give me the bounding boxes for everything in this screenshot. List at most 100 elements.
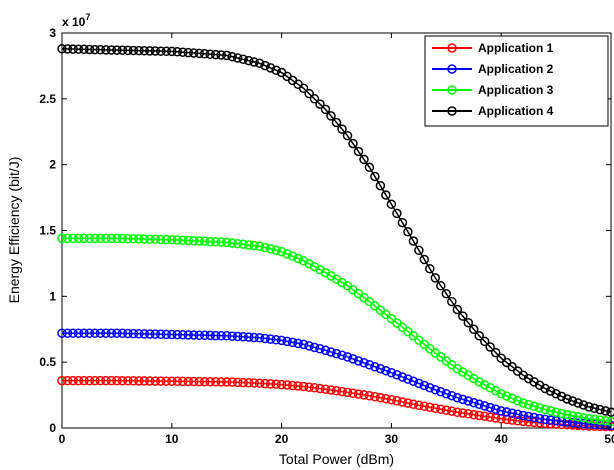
data-point [320,345,331,356]
data-point [79,375,89,386]
data-point [243,332,254,342]
data-point [304,258,314,269]
data-point [106,233,117,244]
data-point [512,409,523,420]
data-point [68,233,78,244]
data-point [227,51,237,62]
data-point [68,375,78,386]
data-point [282,336,292,347]
data-point [441,288,452,299]
data-point [551,407,561,417]
data-point [386,394,397,405]
data-point [397,372,408,382]
data-point [101,375,111,386]
data-point [167,234,177,245]
data-point [205,376,215,387]
data-point [414,400,424,411]
data-point [447,390,457,401]
data-point [156,234,166,245]
series-application-2 [57,328,614,431]
data-point [150,329,161,339]
data-point [315,344,325,354]
data-point [375,392,386,403]
data-point [364,360,375,370]
data-point [386,367,397,378]
data-point [145,234,155,244]
data-point [386,199,397,209]
data-point [298,256,309,266]
data-point [271,65,281,75]
data-point [216,237,226,247]
data-point [403,398,413,408]
data-point [117,45,128,55]
data-point [414,378,424,389]
data-point [518,410,528,421]
data-point [507,393,517,404]
data-point [161,376,172,386]
legend: Application 1 Application 2 Application 3 A… [424,35,609,127]
data-point [79,328,89,338]
data-point [101,233,111,244]
data-point [73,375,84,386]
data-point [128,376,139,386]
data-point [469,409,479,420]
data-point [227,238,237,248]
data-point [364,390,375,401]
data-point [57,233,67,244]
legend-label: Application 4 [478,104,554,118]
data-point [501,391,512,401]
data-point [578,400,589,410]
data-point [172,47,183,57]
legend-label: Application 3 [478,83,554,97]
data-point [73,233,84,244]
data-point [479,411,490,422]
data-point [172,329,183,340]
legend-item: Application 3 [432,83,554,97]
data-point [216,330,226,341]
data-point [419,401,430,412]
data-point [145,329,155,339]
series-application-3 [57,233,614,427]
data-point [145,376,155,386]
series-layer [57,44,614,432]
data-point [485,383,495,393]
legend-marker [447,85,457,95]
data-point [238,239,248,250]
data-point [452,407,463,417]
data-point [381,365,391,376]
data-point [595,415,605,425]
data-point [474,331,484,341]
data-point [436,404,446,414]
data-point [573,418,583,428]
data-point [326,111,336,121]
y-tick-label: 2 [49,158,56,172]
data-point [370,362,380,372]
data-point [408,399,419,410]
data-point [348,138,358,149]
data-point [540,414,550,425]
data-point [199,236,210,247]
data-point [304,88,314,99]
data-point [458,408,468,418]
data-point [128,45,139,56]
data-point [375,364,386,374]
data-point [348,388,358,399]
data-point [62,233,73,244]
data-point [254,58,265,69]
data-point [447,296,457,307]
data-point [364,162,375,173]
data-point [573,398,583,408]
data-point [183,376,194,387]
data-point [232,377,243,388]
data-point [95,328,106,338]
data-point [161,234,172,245]
data-point [249,57,259,67]
data-point [161,46,172,57]
x-tick-label: 10 [165,432,179,446]
legend-item: Application 1 [432,41,554,55]
data-point [276,379,287,390]
data-point [469,397,479,408]
data-point [232,238,243,249]
data-point [254,333,265,343]
data-point [490,386,501,396]
